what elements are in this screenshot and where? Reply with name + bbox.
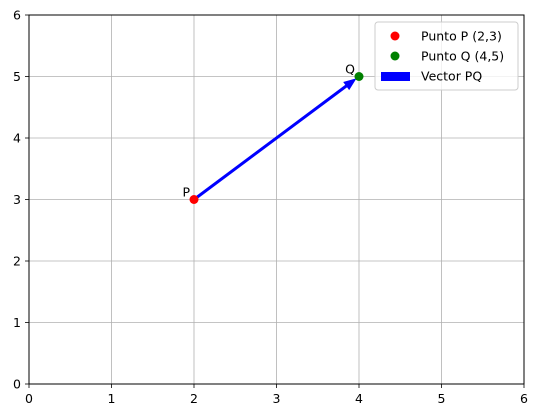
- y-tick-label: 4: [13, 131, 21, 146]
- legend-label: Vector PQ: [421, 69, 482, 84]
- y-tick-label: 1: [13, 315, 21, 330]
- x-tick-label: 4: [355, 391, 363, 406]
- y-tick-label: 2: [13, 254, 21, 269]
- legend-marker-vector: [381, 72, 410, 81]
- legend-label: Punto P (2,3): [421, 29, 502, 44]
- point-labels: PQ: [182, 62, 355, 200]
- x-tick-label: 6: [520, 391, 528, 406]
- point-q: [354, 72, 364, 81]
- vectors: [193, 78, 357, 201]
- legend-box: [374, 21, 519, 91]
- legend: Punto P (2,3) Punto Q (4,5) Vector PQ: [374, 21, 519, 91]
- vector-pq-arrowhead: [343, 78, 357, 91]
- legend-marker-point: [390, 51, 400, 61]
- y-tick-label: 3: [13, 192, 21, 207]
- x-tick-label: 0: [25, 391, 33, 406]
- x-tick-label: 3: [273, 391, 281, 406]
- y-axis: 0 1 2 3 4 5 6: [13, 8, 29, 392]
- y-tick-label: 5: [13, 69, 21, 84]
- legend-marker-point: [390, 31, 400, 41]
- x-axis: 0 1 2 3 4 5 6: [25, 384, 528, 406]
- x-tick-label: 1: [108, 391, 116, 406]
- point-p: [189, 195, 199, 204]
- y-tick-label: 0: [13, 377, 21, 392]
- points: [189, 72, 364, 204]
- x-tick-label: 2: [190, 391, 198, 406]
- vector-pq-shaft: [193, 83, 349, 201]
- point-label-q: Q: [345, 62, 355, 77]
- legend-label: Punto Q (4,5): [421, 49, 504, 64]
- y-tick-label: 6: [13, 8, 21, 23]
- point-label-p: P: [182, 185, 190, 200]
- x-tick-label: 5: [438, 391, 446, 406]
